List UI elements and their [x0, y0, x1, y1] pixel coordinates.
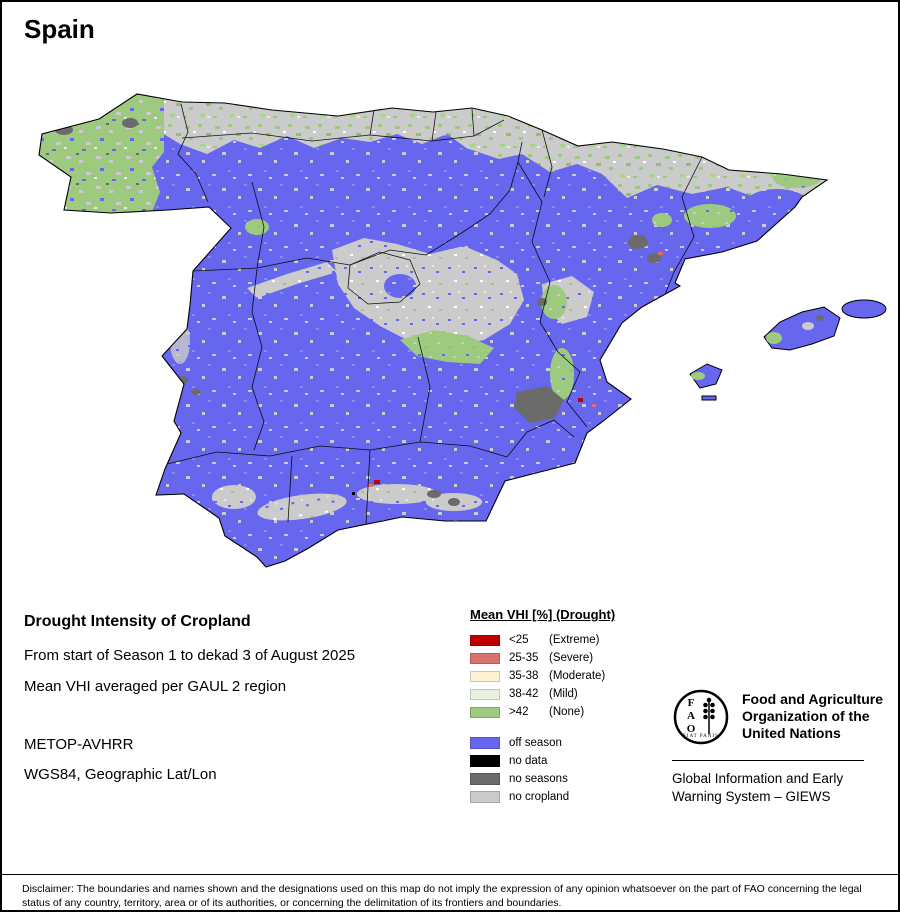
legend-label: (Extreme) — [549, 634, 600, 646]
legend-swatch-moderate — [470, 670, 500, 682]
central-gray-patch — [332, 238, 524, 346]
map-period-line: From start of Season 1 to dekad 3 of Aug… — [24, 647, 356, 664]
org-line-3: United Nations — [742, 725, 841, 741]
fao-acronym: FAO — [685, 697, 697, 736]
map-projection-line: WGS84, Geographic Lat/Lon — [24, 766, 217, 783]
legend: Mean VHI [%] (Drought) <25 (Extreme) 25-… — [470, 607, 615, 806]
map-method-line: Mean VHI averaged per GAUL 2 region — [24, 678, 287, 695]
legend-label: off season — [509, 737, 562, 749]
org-line-2: Organization of the — [742, 708, 870, 724]
legend-range: 35-38 — [509, 670, 539, 682]
legend-title: Mean VHI [%] (Drought) — [470, 607, 616, 622]
zaragoza-green — [652, 213, 672, 227]
legend-label: no seasons — [509, 773, 568, 785]
legend-swatch-mild — [470, 688, 500, 700]
legend-item-moderate: 35-38 (Moderate) — [470, 667, 615, 685]
legend-swatch-no-cropland — [470, 791, 500, 803]
legend-label: no cropland — [509, 791, 570, 803]
legend-swatch-off-season — [470, 737, 500, 749]
legend-range: 38-42 — [509, 688, 539, 700]
fao-motto: FIAT PANIS — [683, 734, 719, 739]
south-speckle-2 — [357, 484, 437, 504]
map-sensor-line: METOP-AVHRR — [24, 736, 134, 753]
fao-logo: FAO FIAT PANIS — [672, 688, 730, 746]
legend-item-no-data: no data — [470, 752, 615, 770]
legend-item-no-seasons: no seasons — [470, 770, 615, 788]
legend-swatch-severe — [470, 652, 500, 664]
giews-line-1: Global Information and Early — [672, 771, 844, 786]
legend-range: <25 — [509, 634, 529, 646]
sistema-central-gray — [247, 262, 337, 298]
legend-swatch-none — [470, 706, 500, 718]
mainland-outline — [38, 93, 829, 568]
barcelona-blue — [724, 217, 796, 241]
fao-emblem-icon — [673, 689, 729, 745]
menorca-island — [841, 299, 887, 319]
legend-item-mild: 38-42 (Mild) — [470, 685, 615, 703]
legend-label: (Severe) — [549, 652, 594, 664]
legend-swatch-no-data — [470, 755, 500, 767]
island-details — [691, 315, 824, 380]
border-green — [112, 241, 136, 259]
south-speckle-1 — [257, 493, 347, 521]
legend-range: >42 — [509, 706, 529, 718]
wheat-ear-icon — [703, 697, 715, 734]
page-title: Spain — [24, 14, 95, 44]
drought-specks — [352, 252, 663, 495]
cadiz-gray — [212, 485, 256, 509]
ibiza-island — [689, 363, 723, 389]
cuenca-green — [400, 330, 494, 364]
giews-name: Global Information and Early Warning Sys… — [672, 770, 843, 806]
legend-label: no data — [509, 755, 548, 767]
map-subject-heading: Drought Intensity of Cropland — [24, 613, 251, 630]
region-boundaries — [166, 103, 703, 525]
legend-range: 25-35 — [509, 652, 539, 664]
legend-swatch-extreme — [470, 634, 500, 646]
org-line-1: Food and Agriculture — [742, 691, 884, 707]
central-blue-hole — [384, 274, 416, 298]
catalonia-blue — [745, 189, 809, 219]
legend-item-extreme: <25 (Extreme) — [470, 631, 615, 649]
balearic-islands — [689, 299, 887, 401]
legend-swatch-no-seasons — [470, 773, 500, 785]
legend-item-no-cropland: no cropland — [470, 788, 615, 806]
disclaimer-strip: Disclaimer: The boundaries and names sho… — [2, 874, 898, 910]
fao-separator-line — [672, 760, 864, 761]
formentera-island — [701, 395, 717, 401]
leon-green — [245, 219, 269, 235]
galicia-patch — [39, 94, 164, 217]
legend-label: (None) — [549, 706, 585, 718]
legend-item-none: >42 (None) — [470, 703, 615, 721]
ebro-blue-corridor — [430, 140, 657, 242]
catalonia-green — [684, 204, 736, 228]
giews-line-2: Warning System – GIEWS — [672, 789, 831, 804]
disclaimer-text: Disclaimer: The boundaries and names sho… — [22, 883, 862, 909]
legend-label: (Moderate) — [549, 670, 606, 682]
legend-item-off-season: off season — [470, 734, 615, 752]
spain-drought-map — [38, 93, 887, 568]
legend-label: (Mild) — [549, 688, 578, 700]
legend-item-severe: 25-35 (Severe) — [470, 649, 615, 667]
legend-status-group: off season no data no seasons no croplan… — [470, 734, 615, 806]
fao-org-name: Food and Agriculture Organization of the… — [742, 691, 883, 742]
